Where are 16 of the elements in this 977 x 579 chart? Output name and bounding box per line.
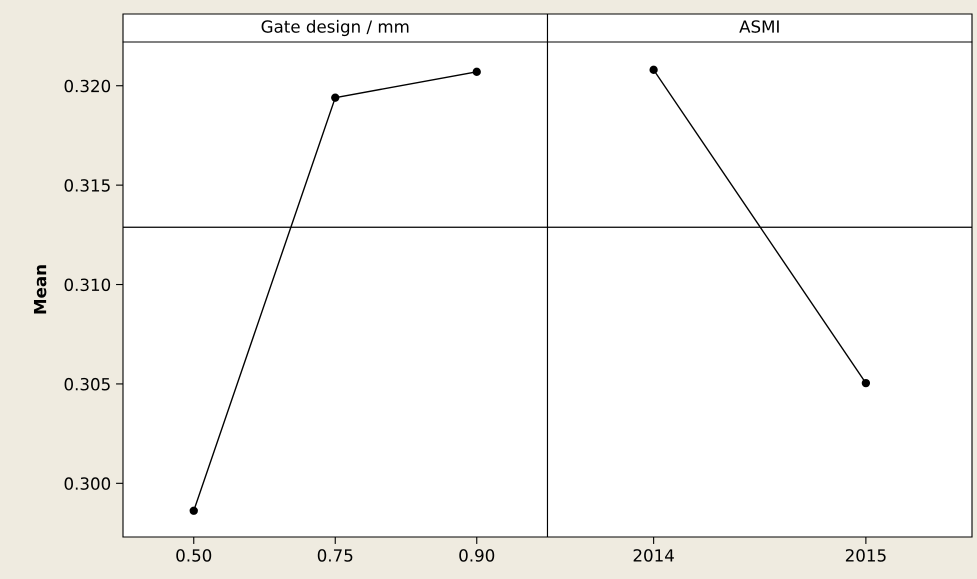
y-axis-title: Mean: [34, 265, 46, 314]
x-tick-label: 0.75: [318, 549, 352, 562]
y-tick-label: 0.320: [64, 80, 110, 92]
point: [190, 506, 198, 515]
x-tick-label: 2015: [846, 549, 886, 562]
point: [331, 93, 340, 102]
y-tick-label: 0.305: [64, 378, 110, 390]
y-tick-label: 0.300: [64, 477, 110, 490]
y-tick-label: 0.310: [64, 278, 110, 292]
x-tick-label: 2014: [634, 549, 674, 562]
chart-title: Gate design / mm: [262, 20, 408, 36]
x-tick-label: 0.50: [176, 549, 212, 562]
y-tick-label: 0.315: [64, 179, 110, 192]
chart-title: ASMI: [739, 20, 779, 33]
x-tick-label: 0.90: [459, 549, 494, 562]
point: [472, 68, 481, 76]
